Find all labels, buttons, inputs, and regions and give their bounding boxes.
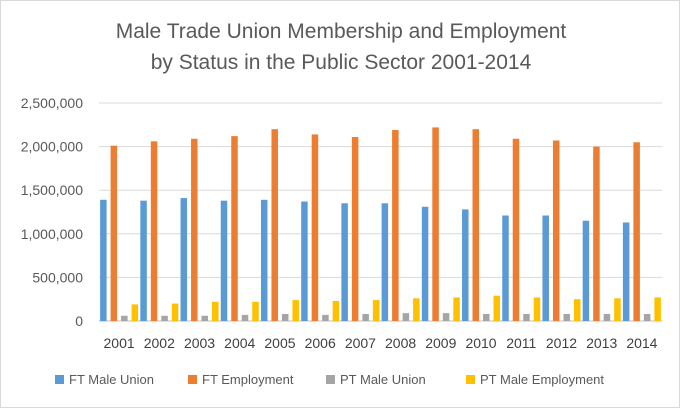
bar-ft-employment [593,146,600,321]
y-tick-label: 1,500,000 [21,182,83,198]
bar-pt-male-employment [453,297,460,321]
bar-ft-employment [271,129,278,321]
bar-ft-employment [351,137,359,321]
x-tick-label: 2013 [586,335,617,351]
bar-pt-male-union [483,314,490,321]
bar-pt-male-employment [533,297,541,321]
bar-ft-employment [392,130,399,321]
bar-ft-male-union [582,220,590,321]
bar-pt-male-union [281,314,289,321]
bar-ft-male-union [220,200,228,321]
bar-pt-male-union [241,314,249,321]
bar-ft-employment [231,136,238,321]
bar-pt-male-union [402,313,410,321]
bar-ft-male-union [260,199,268,321]
x-tick-label: 2001 [104,335,135,351]
bar-pt-male-union [201,315,209,321]
bar-pt-male-employment [131,304,139,321]
bar-ft-male-union [502,215,509,321]
x-tick-label: 2011 [506,335,536,351]
bar-ft-employment [552,140,560,321]
bar-ft-employment [191,138,198,321]
y-tick-label: 500,000 [32,269,83,285]
legend-swatch [326,375,335,384]
legend-label: FT Employment [202,372,294,387]
bar-pt-male-union [643,314,651,321]
bar-pt-male-union [362,314,369,321]
bar-ft-employment [633,142,640,321]
legend-swatch [466,375,475,384]
bar-pt-male-union [121,315,128,321]
bar-pt-male-union [603,314,611,321]
bar-ft-employment [432,127,439,321]
bar-ft-employment [311,134,319,321]
legend-label: PT Male Union [340,372,426,387]
legend-label: PT Male Employment [480,372,604,387]
bars [100,127,661,321]
bar-pt-male-employment [332,300,340,321]
x-tick-label: 2012 [546,335,577,351]
bar-pt-male-employment [212,301,219,321]
bar-ft-employment [110,145,118,321]
chart-title: Male Trade Union Membership and Employme… [116,20,567,74]
x-tick-label: 2005 [264,335,295,351]
x-tick-label: 2008 [385,335,416,351]
legend: FT Male Union FT Employment PT Male Union P… [55,372,604,387]
bar-ft-male-union [341,203,348,321]
x-tick-label: 2003 [184,335,215,351]
bar-pt-male-union [161,315,168,321]
bar-pt-male-union [442,313,450,321]
bar-pt-male-employment [252,301,259,321]
bar-ft-male-union [421,206,429,321]
bar-pt-male-employment [171,303,179,321]
x-tick-label: 2009 [425,335,456,351]
y-tick-label: 2,000,000 [21,139,83,155]
bar-pt-male-employment [654,297,661,321]
bar-pt-male-union [523,314,530,321]
bar-pt-male-employment [413,298,420,321]
legend-swatch [188,375,197,384]
bar-ft-employment [150,141,158,321]
x-tick-label: 2014 [626,335,657,351]
bar-ft-male-union [622,222,630,321]
bar-pt-male-employment [292,300,299,321]
x-tick-label: 2006 [305,335,336,351]
x-tick-label: 2004 [224,335,255,351]
chart-title-line-2: by Status in the Public Sector 2001-2014 [151,51,532,74]
y-tick-label: 1,000,000 [21,226,83,242]
bar-ft-male-union [140,200,147,321]
bar-ft-male-union [180,198,188,321]
bar-ft-employment [472,129,480,321]
x-tick-label: 2007 [345,335,376,351]
legend-label: FT Male Union [69,372,154,387]
bar-pt-male-employment [493,295,501,321]
legend-swatch [55,375,64,384]
y-tick-label: 2,500,000 [21,95,83,111]
bar-ft-male-union [100,199,107,321]
bar-ft-male-union [381,203,389,321]
x-tick-label: 2002 [144,335,175,351]
bar-ft-employment [512,138,520,321]
chart-title-line-1: Male Trade Union Membership and Employme… [116,20,567,43]
bar-pt-male-employment [614,298,621,321]
y-axis: 0 500,000 1,000,000 1,500,000 2,000,000 2,500… [21,95,84,329]
y-tick-label: 0 [75,313,83,329]
bar-pt-male-employment [573,299,581,321]
bar-pt-male-union [322,314,329,321]
bar-ft-male-union [542,215,549,321]
bar-pt-male-union [563,314,570,321]
bar-ft-male-union [462,209,469,321]
x-axis: 2001 2002 2003 2004 2005 2006 2007 2008 2009 2010… [104,335,658,351]
x-tick-label: 2010 [465,335,496,351]
bar-ft-male-union [301,201,308,321]
bar-pt-male-employment [372,300,380,321]
